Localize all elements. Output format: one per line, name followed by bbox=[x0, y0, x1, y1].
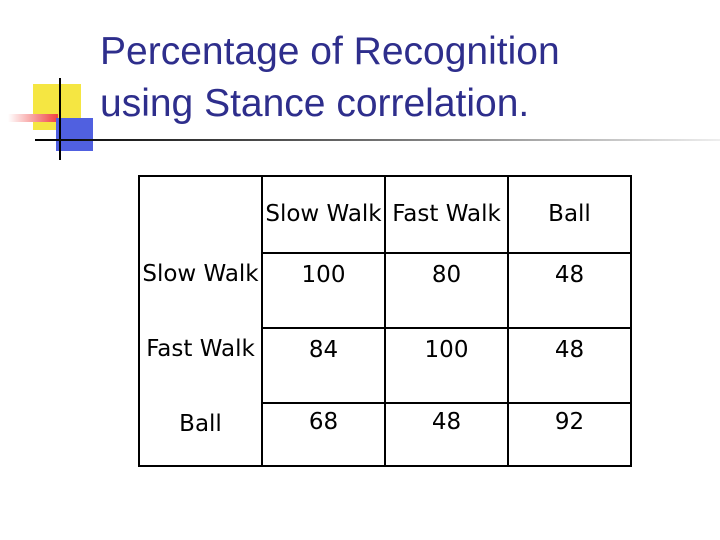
value-cell: 100 bbox=[384, 327, 508, 403]
corner-cell bbox=[138, 176, 262, 253]
row-header: Ball bbox=[138, 403, 262, 466]
header-row: Slow Walk Fast Walk Ball bbox=[138, 176, 631, 253]
column-header: Slow Walk bbox=[261, 176, 385, 253]
value-cell: 100 bbox=[261, 252, 385, 328]
data-row: Ball 68 48 92 bbox=[138, 402, 631, 466]
column-header: Fast Walk bbox=[384, 176, 508, 253]
value-cell: 48 bbox=[384, 402, 508, 466]
horizontal-rule bbox=[35, 139, 720, 141]
column-header: Ball bbox=[507, 176, 631, 253]
data-row: Slow Walk 100 80 48 bbox=[138, 252, 631, 328]
value-cell: 84 bbox=[261, 327, 385, 403]
results-table: Slow Walk Fast Walk Ball Slow Walk 100 80 48 Fa… bbox=[138, 175, 632, 467]
blue-square bbox=[56, 118, 93, 151]
value-cell: 48 bbox=[507, 327, 631, 403]
value-cell: 80 bbox=[384, 252, 508, 328]
row-header: Fast Walk bbox=[138, 328, 262, 403]
value-cell: 48 bbox=[507, 252, 631, 328]
value-cell: 68 bbox=[261, 402, 385, 466]
data-row: Fast Walk 84 100 48 bbox=[138, 327, 631, 403]
red-bar bbox=[8, 114, 58, 122]
slide-title: Percentage of Recognition using Stance c… bbox=[100, 30, 560, 125]
table-body: Slow Walk Fast Walk Ball Slow Walk 100 80 48 Fa… bbox=[138, 176, 631, 466]
value-cell: 92 bbox=[507, 402, 631, 466]
vertical-rule bbox=[59, 78, 61, 160]
row-header: Slow Walk bbox=[138, 253, 262, 328]
